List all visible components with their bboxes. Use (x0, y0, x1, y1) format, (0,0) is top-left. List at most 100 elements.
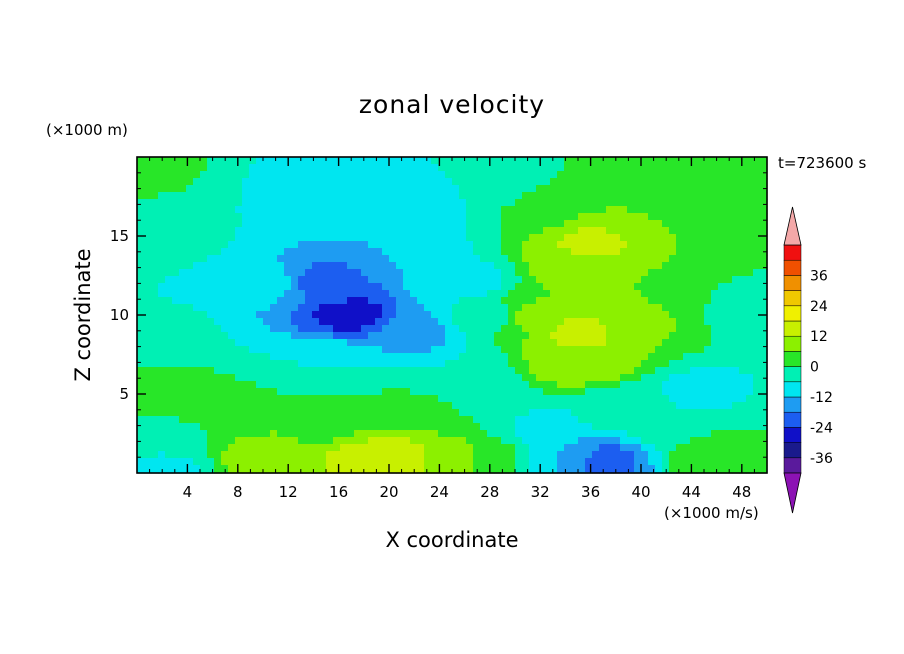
contour-cell (522, 227, 530, 235)
contour-cell (312, 409, 320, 417)
contour-cell (347, 227, 355, 235)
contour-cell (522, 409, 530, 417)
contour-cell (431, 353, 439, 361)
contour-cell (284, 353, 292, 361)
contour-cell (158, 304, 166, 312)
contour-cell (193, 395, 201, 403)
contour-cell (452, 283, 460, 291)
contour-cell (214, 458, 222, 466)
contour-cell (249, 374, 257, 382)
contour-cell (501, 213, 509, 221)
contour-cell (704, 304, 712, 312)
contour-cell (382, 164, 390, 172)
contour-cell (186, 409, 194, 417)
contour-cell (326, 262, 334, 270)
contour-cell (690, 241, 698, 249)
contour-cell (536, 374, 544, 382)
contour-cell (522, 332, 530, 340)
contour-cell (256, 185, 264, 193)
contour-cell (641, 346, 649, 354)
contour-cell (655, 283, 663, 291)
contour-cell (312, 416, 320, 424)
contour-cell (438, 430, 446, 438)
contour-cell (557, 367, 565, 375)
contour-cell (606, 451, 614, 459)
contour-cell (151, 241, 159, 249)
contour-cell (494, 262, 502, 270)
contour-cell (571, 339, 579, 347)
contour-cell (753, 346, 761, 354)
contour-cell (697, 283, 705, 291)
contour-cell (669, 276, 677, 284)
contour-cell (228, 374, 236, 382)
contour-cell (473, 276, 481, 284)
contour-cell (263, 360, 271, 368)
contour-cell (228, 423, 236, 431)
contour-cell (648, 304, 656, 312)
contour-cell (256, 423, 264, 431)
contour-cell (641, 227, 649, 235)
contour-cell (228, 213, 236, 221)
contour-cell (333, 465, 341, 473)
contour-cell (179, 388, 187, 396)
contour-cell (760, 388, 768, 396)
contour-cell (690, 178, 698, 186)
contour-cell (179, 178, 187, 186)
contour-cell (669, 374, 677, 382)
contour-cell (641, 311, 649, 319)
contour-cell (711, 164, 719, 172)
contour-cell (480, 213, 488, 221)
contour-cell (585, 423, 593, 431)
contour-cell (662, 409, 670, 417)
contour-cell (634, 458, 642, 466)
contour-cell (424, 304, 432, 312)
contour-cell (214, 157, 222, 165)
contour-cell (515, 465, 523, 473)
contour-cell (725, 444, 733, 452)
contour-cell (557, 409, 565, 417)
contour-cell (557, 290, 565, 298)
contour-cell (753, 360, 761, 368)
contour-cell (564, 276, 572, 284)
contour-cell (298, 213, 306, 221)
contour-cell (718, 297, 726, 305)
contour-cell (214, 297, 222, 305)
contour-cell (284, 437, 292, 445)
contour-cell (662, 360, 670, 368)
contour-cell (599, 353, 607, 361)
contour-cell (368, 318, 376, 326)
contour-cell (151, 332, 159, 340)
contour-cell (669, 164, 677, 172)
y-tick-label: 10 (110, 306, 129, 324)
contour-cell (592, 451, 600, 459)
contour-cell (571, 367, 579, 375)
contour-cell (137, 465, 145, 473)
contour-cell (739, 185, 747, 193)
contour-cell (263, 374, 271, 382)
contour-cell (746, 164, 754, 172)
contour-cell (522, 416, 530, 424)
contour-cell (207, 339, 215, 347)
contour-cell (319, 360, 327, 368)
contour-cell (221, 206, 229, 214)
contour-cell (347, 164, 355, 172)
contour-cell (375, 220, 383, 228)
contour-cell (151, 178, 159, 186)
contour-cell (732, 465, 740, 473)
contour-cell (186, 164, 194, 172)
contour-cell (641, 164, 649, 172)
contour-cell (627, 283, 635, 291)
contour-cell (228, 248, 236, 256)
contour-cell (641, 178, 649, 186)
contour-cell (403, 255, 411, 263)
contour-cell (137, 283, 145, 291)
contour-cell (627, 213, 635, 221)
contour-cell (424, 458, 432, 466)
contour-cell (704, 409, 712, 417)
contour-cell (648, 248, 656, 256)
contour-cell (620, 206, 628, 214)
contour-cell (221, 416, 229, 424)
contour-cell (165, 388, 173, 396)
contour-cell (242, 430, 250, 438)
contour-cell (634, 192, 642, 200)
